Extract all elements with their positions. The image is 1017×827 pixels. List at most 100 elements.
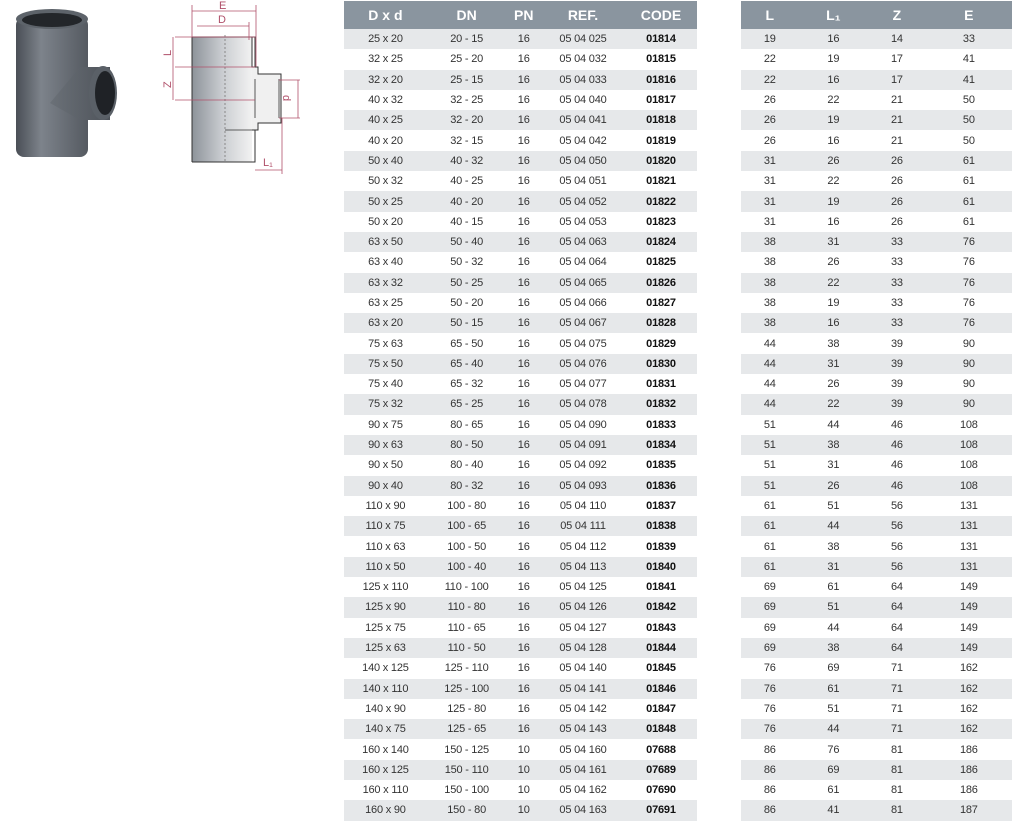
table-cell: 63 x 25 <box>368 297 403 309</box>
table-cell: 51 <box>763 459 776 472</box>
table-cell: 64 <box>868 637 926 659</box>
table-cell: 05 04 033 <box>541 69 625 90</box>
table-row: 75 x 32 65 - 25 16 05 04 078 01832 <box>344 394 697 415</box>
table-cell: 46 <box>891 418 903 431</box>
table-cell: 44 <box>827 418 840 431</box>
table-cell: 05 04 160 <box>559 743 607 756</box>
table-row: 110 x 63 100 - 50 16 05 04 112 01839 <box>344 536 697 556</box>
table-cell: 65 - 50 <box>450 337 484 350</box>
table-row: 69 44 64 149 <box>741 618 1012 638</box>
table-cell: 32 - 25 <box>450 94 484 107</box>
table-cell: 150 - 125 <box>444 743 489 756</box>
table-row: 86 76 81 186 <box>741 739 1012 759</box>
table-row: 90 x 75 80 - 65 16 05 04 090 01833 <box>344 415 697 435</box>
table-cell: 61 <box>962 175 975 188</box>
table-cell: 05 04 042 <box>559 134 607 147</box>
table-row: 63 x 25 50 - 20 16 05 04 066 01827 <box>344 293 697 313</box>
table-cell: 10 <box>517 743 530 756</box>
table-cell: 44 <box>741 394 799 415</box>
table-cell: 108 <box>925 434 1012 456</box>
table-row: 44 31 39 90 <box>741 353 1012 375</box>
label-Z: Z <box>162 81 174 88</box>
table-cell: 140 x 75 <box>344 719 427 740</box>
table-row: 50 x 20 40 - 15 16 05 04 053 01823 <box>344 212 697 232</box>
table-cell: 76 <box>763 702 776 715</box>
table-cell: 131 <box>925 556 1012 578</box>
table-cell: 17 <box>891 53 903 66</box>
table-cell: 50 x 20 <box>368 215 403 228</box>
table-cell: 05 04 161 <box>541 759 625 780</box>
table-cell: 71 <box>891 662 903 675</box>
table-cell: 108 <box>925 475 1012 496</box>
table-cell: 75 x 63 <box>368 337 403 350</box>
table-cell: 50 - 20 <box>450 297 484 309</box>
table-cell: 01845 <box>646 662 676 675</box>
table-cell: 01814 <box>624 29 697 50</box>
table-cell: 33 <box>891 297 903 309</box>
table-cell: 01825 <box>646 256 676 269</box>
table-cell: 05 04 051 <box>559 175 607 188</box>
table-cell: 140 x 110 <box>344 678 427 699</box>
table-cell: 26 <box>798 150 869 172</box>
table-cell: 21 <box>891 94 903 107</box>
table-row: 31 19 26 61 <box>741 191 1012 212</box>
table-cell: 69 <box>827 662 840 675</box>
table-cell: 100 - 40 <box>426 556 507 578</box>
table-cell: 19 <box>798 191 869 212</box>
table-cell: 63 x 40 <box>368 256 403 269</box>
table-row: 38 31 33 76 <box>741 231 1012 253</box>
table-cell: 75 x 50 <box>344 353 427 375</box>
label-D: D <box>218 14 226 26</box>
table-cell: 05 04 111 <box>541 516 625 537</box>
table-cell: 50 x 40 <box>344 150 427 172</box>
table-row: 38 22 33 76 <box>741 272 1012 293</box>
table-cell: 125 - 65 <box>426 719 507 740</box>
table-cell: 61 <box>741 556 799 578</box>
table-cell: 01830 <box>624 353 697 375</box>
table-cell: 26 <box>827 256 840 269</box>
column-header: D x d <box>344 1 427 29</box>
table-cell: 86 <box>763 743 776 756</box>
table-cell: 16 <box>506 678 542 699</box>
table-row: 160 x 90 150 - 80 10 05 04 163 07691 <box>344 800 697 821</box>
table-cell: 75 x 40 <box>368 378 403 391</box>
table-cell: 19 <box>827 297 840 309</box>
label-d: d <box>280 95 292 101</box>
table-cell: 05 04 140 <box>559 662 607 675</box>
table-cell: 26 <box>798 475 869 496</box>
table-cell: 39 <box>891 337 903 350</box>
table-row: 50 x 40 40 - 32 16 05 04 050 01820 <box>344 150 697 172</box>
table-row: 63 x 40 50 - 32 16 05 04 064 01825 <box>344 252 697 272</box>
table-cell: 80 - 40 <box>450 459 484 472</box>
table-cell: 05 04 053 <box>559 215 607 228</box>
table-cell: 63 x 50 <box>344 231 427 253</box>
table-row: 125 x 90 110 - 80 16 05 04 126 01842 <box>344 597 697 618</box>
table-cell: 16 <box>506 29 542 50</box>
table-row: 22 19 17 41 <box>741 49 1012 69</box>
table-row: 110 x 75 100 - 65 16 05 04 111 01838 <box>344 516 697 537</box>
table-row: 140 x 110 125 - 100 16 05 04 141 01846 <box>344 678 697 699</box>
table-row: 32 x 25 25 - 20 16 05 04 032 01815 <box>344 49 697 69</box>
pipe-tee-photo <box>16 9 117 157</box>
table-row: 140 x 90 125 - 80 16 05 04 142 01847 <box>344 699 697 719</box>
table-row: 51 44 46 108 <box>741 415 1012 435</box>
table-cell: 63 x 20 <box>344 313 427 334</box>
table-cell: 50 <box>962 94 975 107</box>
table-cell: 149 <box>925 637 1012 659</box>
table-row: 75 x 63 65 - 50 16 05 04 075 01829 <box>344 333 697 353</box>
column-header: REF. <box>541 1 625 29</box>
table-cell: 01827 <box>646 297 676 309</box>
table-cell: 16 <box>798 69 869 90</box>
table-cell: 21 <box>868 110 926 131</box>
table-cell: 149 <box>959 621 978 634</box>
table-cell: 31 <box>798 231 869 253</box>
table-cell: 51 <box>827 499 840 512</box>
table-cell: 40 x 20 <box>368 134 403 147</box>
table-cell: 110 - 80 <box>426 597 507 618</box>
table-cell: 61 <box>798 678 869 699</box>
table-cell: 16 <box>506 69 542 90</box>
table-cell: 140 x 125 <box>362 662 409 675</box>
table-cell: 16 <box>506 475 542 496</box>
table-cell: 71 <box>868 719 926 740</box>
table-cell: 51 <box>763 418 776 431</box>
